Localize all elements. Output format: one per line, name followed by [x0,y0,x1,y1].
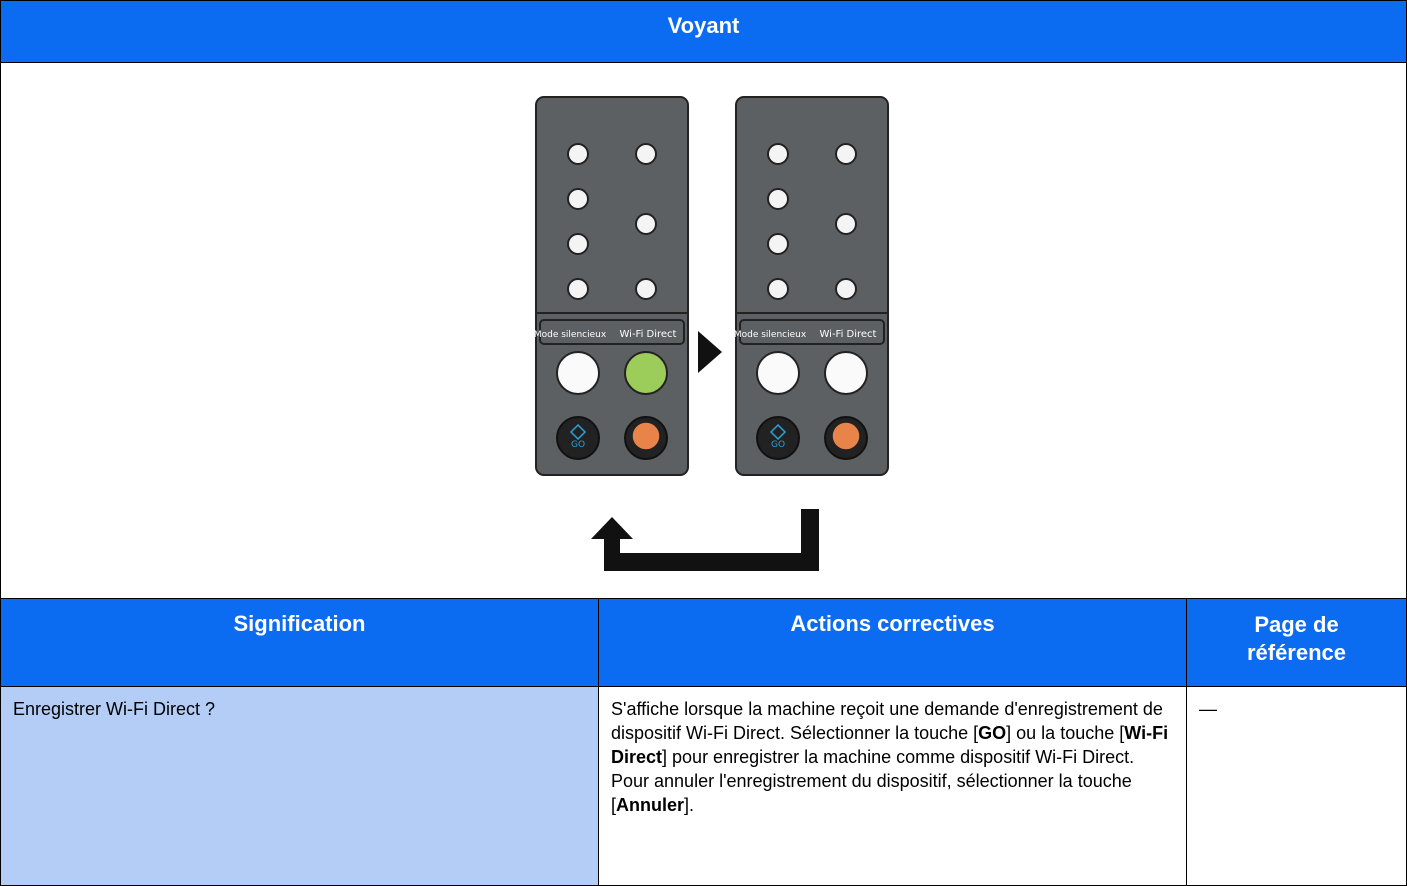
column-header: Actions correctives [598,598,1187,687]
button [756,351,800,395]
button [624,351,668,395]
led [635,213,657,235]
illustration-cell: Mode silencieux Wi-Fi Direct GO Mode silenc… [0,62,1407,599]
button [556,351,600,395]
led [567,188,589,210]
action-key: Annuler [616,795,685,815]
led [767,143,789,165]
panel [735,96,889,476]
header-title: Voyant [0,0,1407,63]
go-label: GO [571,440,585,450]
illustration: Mode silencieux Wi-Fi Direct GO Mode silenc… [534,96,889,571]
panel-label: Wi-Fi Direct [620,329,677,340]
go-label: GO [771,440,785,450]
column-header: Page de référence [1186,598,1407,687]
panel-label: Mode silencieux [734,330,807,340]
button [824,351,868,395]
panel-label: Mode silencieux [534,330,607,340]
meaning-cell: Enregistrer Wi-Fi Direct ? [0,686,599,886]
led [567,233,589,255]
led [567,278,589,300]
led [767,233,789,255]
action-text: S'affiche lorsque la machine reçoit une … [611,699,1163,743]
return-arrow [591,509,819,571]
action-text: ]. [684,795,695,815]
led [767,278,789,300]
panel-label: Wi-Fi Direct [820,329,877,340]
led [635,278,657,300]
action-key: GO [978,723,1007,743]
go-icon [569,423,587,441]
action-key: Wi-Fi Direct [611,723,1169,767]
led [767,188,789,210]
label-strip [539,319,685,345]
page-cell: — [1186,686,1407,886]
stop-icon [631,421,661,451]
go-icon [769,423,787,441]
led [635,143,657,165]
column-header: Signification [0,598,599,687]
led [835,278,857,300]
action-text: ] ou la touche [ [1006,723,1125,743]
action-cell: S'affiche lorsque la machine reçoit une … [598,686,1187,886]
panel [535,96,689,476]
led [835,213,857,235]
action-text: ] pour enregistrer la machine comme disp… [611,747,1135,815]
led [835,143,857,165]
arrow-right [698,331,722,373]
led [567,143,589,165]
stop-icon [831,421,861,451]
label-strip [739,319,885,345]
